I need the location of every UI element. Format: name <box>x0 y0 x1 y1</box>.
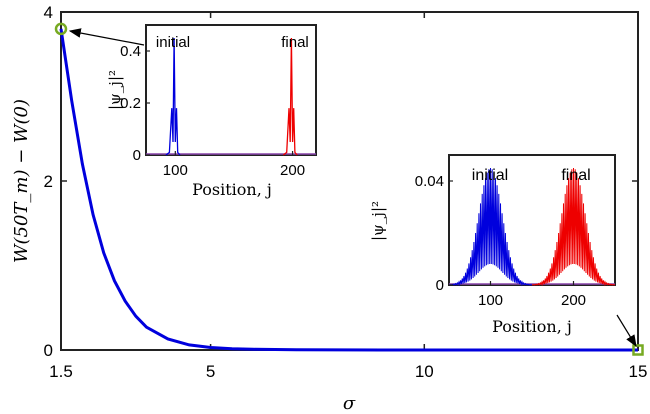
main-x-tick-label: 1.5 <box>49 362 73 381</box>
inset2-y-tick-label: 0 <box>436 277 444 294</box>
inset1-x-tick-label: 200 <box>280 162 305 179</box>
inset-bottom-right: 100 200 0 0.04 initial final Position, j |… <box>369 154 616 336</box>
arrow-to-final-marker <box>616 314 637 348</box>
inset1-x-tick-label: 100 <box>163 162 188 179</box>
main-x-tick-label: 5 <box>206 362 215 381</box>
inset1-y-axis-label: |ψ_j|² <box>106 70 124 110</box>
inset1-x-axis-label: Position, j <box>192 180 272 199</box>
inset2-x-tick-label: 100 <box>478 292 503 309</box>
inset2-y-tick-label: 0.04 <box>415 173 444 190</box>
inset1-label-final: final <box>281 34 309 51</box>
inset2-label-initial: initial <box>472 167 508 184</box>
main-x-tick-label: 15 <box>629 362 648 381</box>
inset2-final-wavepacket <box>531 167 616 287</box>
final-square-marker <box>632 344 644 356</box>
initial-circle-marker <box>54 22 68 36</box>
inset-top-left: 100 200 0 0.2 0.4 initial final Position, j… <box>106 24 317 199</box>
main-axes: 1.5 5 10 15 0 2 4 σ W(50T_m) − W(0) <box>11 3 647 414</box>
main-x-axis-label: σ <box>343 393 356 414</box>
inset1-final-wavepacket <box>282 37 298 156</box>
arrow-to-initial-marker <box>68 28 145 46</box>
inset2-label-final: final <box>561 167 590 184</box>
main-y-tick-label: 4 <box>44 3 53 22</box>
main-y-axis-label: W(50T_m) − W(0) <box>11 99 32 263</box>
main-series-line <box>59 28 638 352</box>
inset1-y-tick-label: 0.4 <box>120 43 141 60</box>
inset1-y-tick-label: 0 <box>133 147 141 164</box>
inset1-label-initial: initial <box>156 34 190 51</box>
main-y-tick-label: 2 <box>44 172 53 191</box>
inset1-initial-wavepacket <box>165 37 181 156</box>
main-y-tick-label: 0 <box>44 341 53 360</box>
inset2-initial-wavepacket <box>448 167 533 287</box>
inset1-y-tick-label: 0.2 <box>120 95 141 112</box>
inset2-y-axis-label: |ψ_j|² <box>369 201 387 241</box>
main-x-tick-label: 10 <box>415 362 434 381</box>
inset2-x-tick-label: 200 <box>561 292 586 309</box>
inset2-x-axis-label: Position, j <box>492 317 572 336</box>
